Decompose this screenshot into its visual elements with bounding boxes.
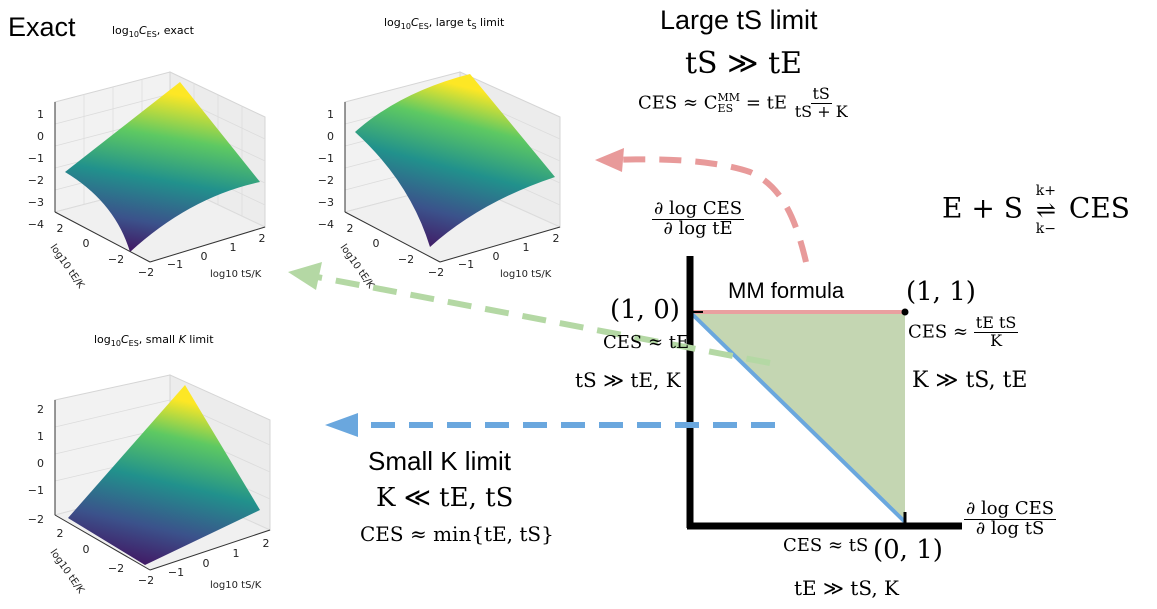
z-tick: 1 [327,108,334,121]
small-k-line [688,310,907,524]
z-tick: −2 [28,513,44,526]
exact-label: Exact [8,12,76,42]
te-dominant-condition: tE ≫ tS, K [794,576,899,600]
point-0-1-label: (0, 1) [873,535,943,565]
z-tick: −3 [28,196,44,209]
small-k-condition: K ≪ tE, tS [376,483,514,513]
y-axis-label: ∂ log CES ∂ log tE [652,198,745,239]
ces-ts-formula: CES ≈ tS [783,535,869,556]
x-axis-label: log10 tS/K [210,269,262,280]
x-tick: −1 [168,566,184,579]
k-dominant-condition: K ≫ tS, tE [912,368,1028,393]
reaction-equation: E + S k+ ⇌ k− CES [942,183,1130,237]
z-tick: 1 [37,430,44,443]
large-ts-arrow [614,156,809,263]
z-tick: −3 [318,196,334,209]
z-tick: −4 [28,218,44,231]
small-k-3d-plot: 2 1 0 −1 −2 −2 −1 0 1 2 2 0 −2 log10 tS/… [28,374,272,596]
mm-formula-expression: CES ≈ C MM ES = tE tS tS + K [638,84,848,121]
y-tick: −2 [108,562,124,575]
x-axis-label: log10 tS/K [210,580,262,591]
equilibrium-arrows-icon: ⇌ [1035,196,1056,224]
x-tick: 1 [523,241,530,254]
small-k-plot-title: log10CES, small K limit [94,333,214,349]
point-1-1-label: (1, 1) [906,277,976,307]
z-tick: −2 [28,174,44,187]
y-tick: 2 [57,527,64,540]
z-tick: −1 [28,484,44,497]
y-tick: 0 [83,543,90,556]
z-tick: 0 [327,130,334,143]
exact-3d-plot: 1 0 −1 −2 −3 −4 −2 −1 0 1 2 2 0 −2 log10… [28,71,267,291]
x-axis-label: log10 tS/K [500,269,552,280]
z-tick: −1 [28,152,44,165]
y-tick: −2 [398,253,414,266]
y-tick: −2 [108,253,124,266]
mm-formula-label: MM formula [728,278,845,303]
z-tick: 2 [37,403,44,416]
z-tick: 0 [37,457,44,470]
x-axis-label: ∂ log CES ∂ log tS [964,498,1057,539]
x-tick: 0 [203,557,210,570]
y-tick: 0 [83,237,90,250]
large-ts-plot-title: log10CES, large tS limit [384,16,505,32]
x-tick: −2 [138,574,154,587]
ts-dominant-condition: tS ≫ tE, K [575,368,681,392]
x-tick: 2 [553,232,560,245]
x-tick: 0 [493,250,500,263]
point-1-0-label: (1, 0) [610,295,680,325]
exact-plot-title: log10CES, exact [112,24,194,40]
y-tick: 0 [373,237,380,250]
x-tick: −1 [167,258,183,271]
large-ts-3d-plot: 1 0 −1 −2 −3 −4 −2 −1 0 1 2 2 0 −2 log10… [318,71,562,291]
x-tick: −2 [138,266,154,279]
z-tick: −4 [318,218,334,231]
exact-arrow [311,273,771,366]
x-tick: 1 [230,241,237,254]
small-k-formula: CES ≈ min{tE, tS} [360,522,554,546]
z-tick: 0 [37,130,44,143]
x-tick: 2 [259,232,266,245]
x-tick: 2 [263,537,270,550]
ces-ratio-formula: CES ≈ tE tS K [908,313,1019,350]
x-tick: −1 [458,258,474,271]
x-tick: 0 [201,250,208,263]
large-ts-condition: tS ≫ tE [685,46,803,81]
small-k-heading: Small K limit [368,446,512,476]
x-tick: 1 [233,547,240,560]
z-tick: −1 [318,152,334,165]
y-tick: 2 [347,222,354,235]
y-tick: 2 [57,222,64,235]
x-tick: −2 [428,266,444,279]
ces-te-formula: CES ≈ tE [603,332,690,353]
z-tick: 1 [37,108,44,121]
point-1-1 [901,308,909,316]
z-tick: −2 [318,174,334,187]
large-ts-heading: Large tS limit [660,5,818,35]
